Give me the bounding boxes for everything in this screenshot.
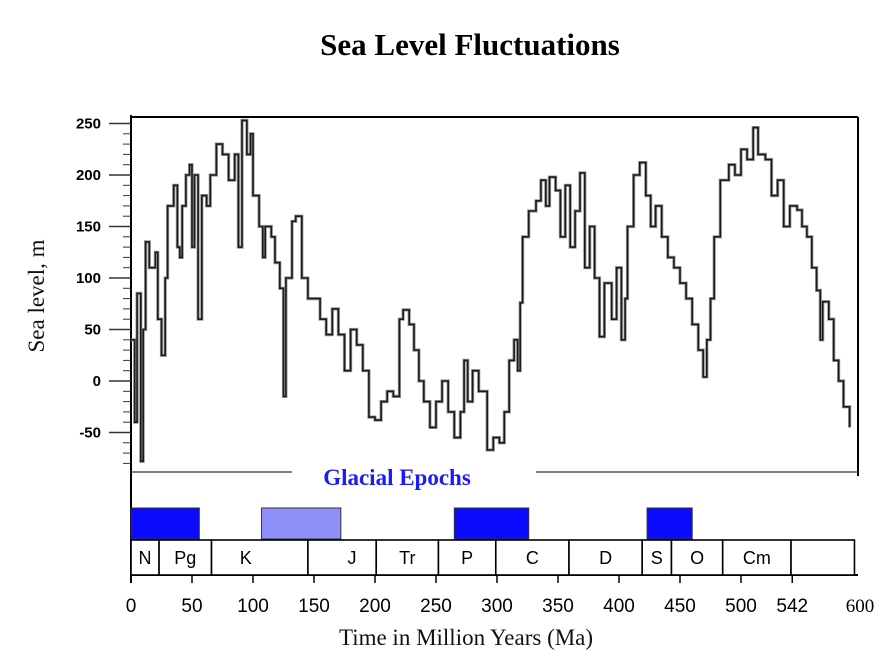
period-box	[210, 539, 309, 576]
x-axis: 0 50 100 150 200 250 300 350 400 450 500 542 600	[126, 574, 875, 617]
y-axis: -50 0 50 100 150 200 250	[76, 116, 131, 464]
period-label: Tr	[399, 548, 415, 568]
x-tick-label: 400	[603, 596, 635, 617]
x-tick-label: 50	[181, 596, 202, 617]
glacial-epoch-band	[453, 507, 530, 540]
x-tick-label: 300	[481, 596, 513, 617]
x-tick-label: 0	[126, 596, 137, 617]
x-tick-label: 150	[298, 596, 330, 617]
x-tick-label: 250	[420, 596, 452, 617]
period-label: S	[651, 548, 663, 568]
x-tick-label: 200	[359, 596, 391, 617]
x-axis-label: Time in Million Years (Ma)	[339, 625, 593, 650]
plot-frame	[130, 115, 859, 583]
geologic-periods: N Pg K J Tr P C D S O Cm	[130, 539, 856, 576]
period-box	[721, 539, 792, 576]
series-layer	[131, 118, 852, 463]
y-tick-label: 150	[76, 219, 101, 236]
y-tick-label: 250	[76, 116, 101, 133]
period-label: N	[139, 548, 152, 568]
period-label: K	[240, 548, 252, 568]
period-box	[670, 539, 724, 576]
sea-level-line	[131, 119, 851, 463]
glacial-epoch-band	[261, 507, 342, 540]
period-label: J	[348, 548, 357, 568]
y-tick-label: 200	[76, 167, 101, 184]
period-box	[494, 539, 570, 576]
period-label: P	[461, 548, 473, 568]
period-label: C	[526, 548, 539, 568]
period-box	[307, 539, 378, 576]
period-box	[375, 539, 440, 576]
y-tick-label: -50	[79, 425, 101, 442]
glacial-epoch-band	[646, 507, 693, 540]
x-tick-label: 542	[776, 596, 808, 617]
glacial-epochs-label: Glacial Epochs	[323, 465, 471, 490]
y-tick-label: 0	[93, 373, 101, 390]
period-label: D	[599, 548, 612, 568]
x-tick-label: 100	[237, 596, 269, 617]
x-tick-label: 500	[725, 596, 757, 617]
x-tick-label: 600	[846, 596, 875, 617]
period-box	[437, 539, 497, 576]
y-axis-label: Sea level, m	[24, 239, 49, 352]
x-tick-label: 350	[542, 596, 574, 617]
y-tick-label: 50	[84, 322, 101, 339]
glacial-epochs: Glacial Epochs	[130, 465, 693, 540]
period-label: Cm	[743, 548, 771, 568]
y-tick-label: 100	[76, 270, 101, 287]
period-box	[158, 539, 213, 576]
period-box	[790, 539, 856, 576]
chart-title: Sea Level Fluctuations	[320, 27, 620, 62]
period-label: O	[690, 548, 704, 568]
period-label: Pg	[174, 548, 196, 568]
x-tick-label: 450	[664, 596, 696, 617]
glacial-epoch-band	[130, 507, 200, 540]
